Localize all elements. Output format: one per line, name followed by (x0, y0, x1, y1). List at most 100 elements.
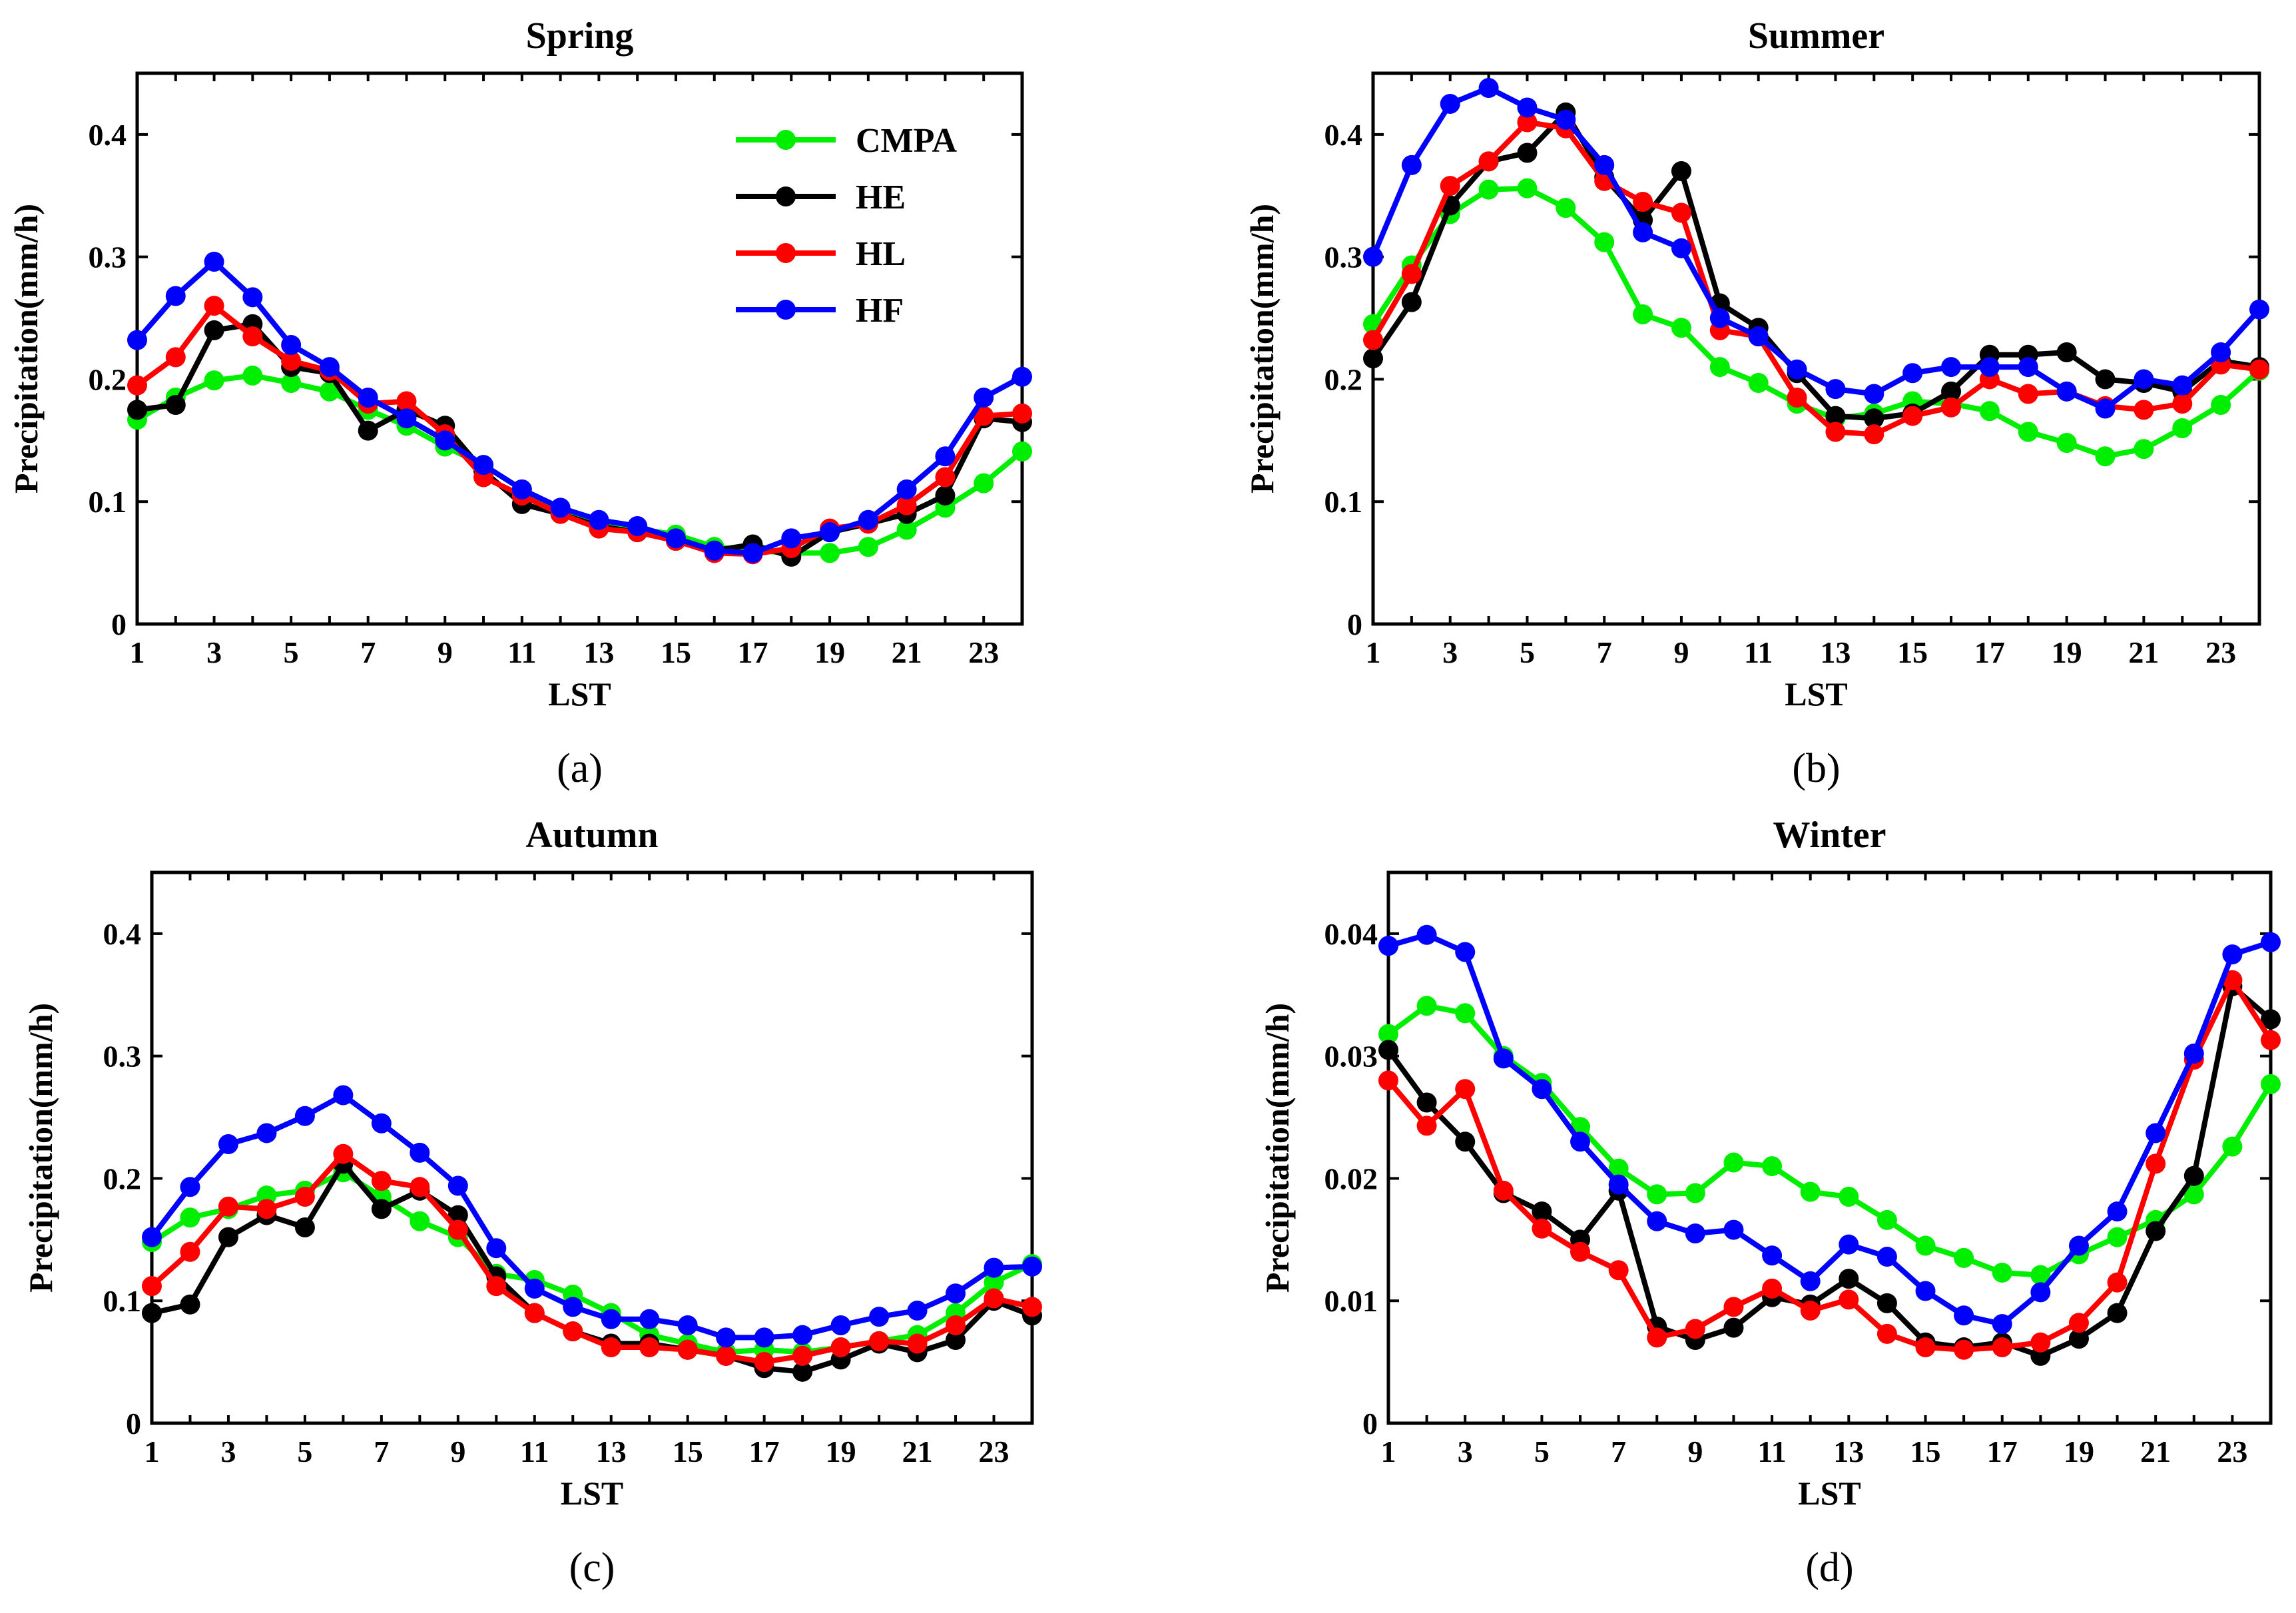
legend-label: HL (856, 235, 906, 273)
y-tick-label: 0.1 (103, 1284, 142, 1318)
data-point (1685, 1223, 1705, 1244)
x-tick-label: 3 (1442, 635, 1458, 669)
x-tick-label: 5 (1534, 1435, 1550, 1468)
data-point (1012, 441, 1032, 462)
y-tick-label: 0.1 (1324, 485, 1363, 519)
data-point (754, 1352, 774, 1373)
y-tick-label: 0.03 (1324, 1040, 1378, 1074)
x-tick-label: 3 (1458, 1435, 1473, 1468)
x-tick-label: 23 (2217, 1435, 2247, 1468)
data-point (2068, 1329, 2089, 1349)
data-point (2095, 446, 2116, 467)
data-point (1556, 109, 1576, 130)
data-point (1979, 357, 2000, 378)
data-point (946, 1330, 966, 1351)
data-point (1532, 1201, 1552, 1222)
y-tick-label: 0.4 (89, 118, 127, 152)
data-point (896, 495, 917, 515)
data-point (589, 509, 609, 530)
series-line-hl (1370, 119, 2260, 438)
x-tick-label: 1 (1381, 1435, 1396, 1468)
data-point (1787, 359, 1807, 380)
data-point (820, 543, 840, 563)
x-axis-title: LST (548, 675, 611, 713)
data-point (1723, 1297, 1744, 1317)
x-tick-label: 21 (892, 635, 922, 669)
series-line-cmpa (150, 1169, 1033, 1355)
data-point (754, 1327, 774, 1348)
x-axis-title: LST (1785, 675, 1848, 713)
y-tick-label: 0.4 (1324, 118, 1363, 152)
data-point (1633, 222, 1653, 242)
data-point (1570, 1241, 1591, 1262)
data-point (256, 1123, 277, 1143)
data-point (2107, 1201, 2128, 1222)
y-axis-title: Precipitation(mm/h) (1243, 204, 1281, 493)
data-point (165, 286, 186, 306)
x-tick-label: 3 (206, 635, 222, 669)
x-tick-label: 13 (583, 635, 614, 669)
data-point (550, 497, 571, 518)
data-point (627, 515, 648, 536)
data-point (180, 1294, 200, 1315)
data-point (1723, 1152, 1744, 1173)
data-point (1416, 1092, 1437, 1113)
data-point (935, 485, 956, 506)
chart-title: Summer (1748, 15, 1884, 57)
data-point (2183, 1184, 2204, 1205)
data-point (142, 1227, 162, 1247)
data-point (665, 528, 686, 549)
data-point (869, 1331, 890, 1351)
x-tick-label: 23 (979, 1435, 1009, 1468)
data-point (319, 381, 340, 402)
y-tick-label: 0.3 (89, 240, 127, 274)
data-point (473, 455, 494, 476)
data-point (2222, 970, 2243, 990)
data-point (2211, 395, 2231, 416)
data-point (1378, 1070, 1398, 1091)
data-point (830, 1315, 851, 1335)
x-tick-label: 5 (297, 1435, 312, 1468)
data-point (1839, 1269, 1859, 1289)
data-point (1401, 292, 1422, 312)
data-point (935, 446, 956, 467)
data-point (1954, 1247, 1974, 1268)
data-point (563, 1297, 583, 1317)
data-point (447, 1175, 468, 1196)
data-point (907, 1300, 928, 1321)
x-axis-title: LST (561, 1474, 624, 1512)
data-point (946, 1315, 966, 1335)
x-tick-label: 13 (1833, 1435, 1864, 1468)
data-point (2172, 375, 2193, 396)
data-point (1594, 232, 1615, 252)
y-axis-title: Precipitation(mm/h) (22, 1003, 59, 1293)
data-point (524, 1303, 545, 1323)
data-point (2249, 299, 2269, 320)
data-point (486, 1276, 507, 1297)
data-point (410, 1211, 430, 1231)
data-point (2183, 1165, 2204, 1186)
data-point (1022, 1256, 1042, 1277)
legend-marker (776, 300, 796, 320)
data-point (2146, 1123, 2166, 1143)
data-point (281, 350, 302, 371)
data-point (396, 408, 417, 429)
x-tick-label: 15 (1910, 1435, 1941, 1468)
x-tick-label: 9 (1687, 1435, 1703, 1468)
y-axis-title: Precipitation(mm/h) (7, 204, 45, 493)
data-point (1493, 1180, 1514, 1201)
data-point (563, 1321, 583, 1342)
y-tick-label: 0.3 (1324, 240, 1363, 274)
data-point (1378, 1040, 1398, 1060)
panel-label: (c) (569, 1545, 615, 1590)
series-he (127, 314, 1032, 567)
data-point (1517, 143, 1538, 163)
x-tick-label: 1 (130, 635, 145, 669)
data-point (2249, 359, 2269, 380)
data-point (2068, 1235, 2089, 1256)
data-point (2030, 1282, 2051, 1303)
x-tick-label: 11 (1757, 1435, 1786, 1468)
data-point (2095, 369, 2116, 390)
data-point (1401, 264, 1422, 284)
